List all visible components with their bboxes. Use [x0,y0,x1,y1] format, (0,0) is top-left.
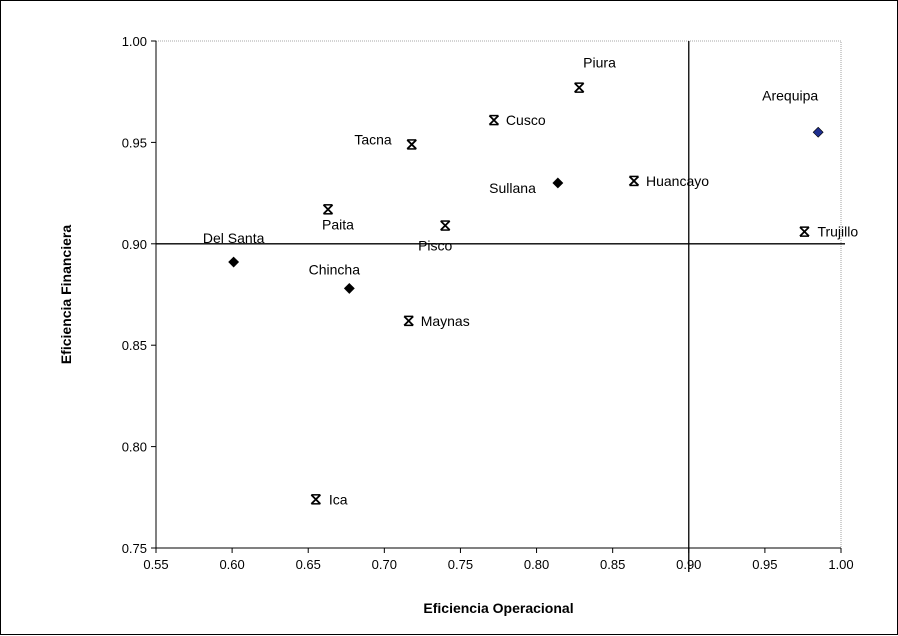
diamond-marker [343,282,355,294]
x-tick-label: 0.65 [296,557,321,572]
point-label: Huancayo [646,173,709,189]
point-label: Arequipa [762,87,818,103]
point-label: Trujillo [817,224,858,240]
y-tick-label: 1.00 [122,34,147,49]
x-tick-label: 0.95 [752,557,777,572]
data-point: Arequipa [762,87,824,138]
y-tick-label: 0.90 [122,237,147,252]
data-point: Huancayo [628,173,709,189]
x-tick-label: 0.60 [219,557,244,572]
x-tick-label: 0.75 [448,557,473,572]
data-point: Sullana [489,177,564,196]
star-marker-stroke [406,139,417,150]
y-tick-label: 0.80 [122,440,147,455]
plot-area [155,40,842,549]
data-point: Maynas [403,313,470,329]
x-tick-label: 0.70 [372,557,397,572]
point-label: Sullana [489,180,536,196]
point-label: Pisco [418,238,452,254]
star-marker-stroke [628,175,640,187]
x-tick-label: 0.55 [143,557,168,572]
diamond-marker [812,126,824,138]
y-axis-title: Eficiencia Financiera [58,225,74,364]
x-tick-label: 0.85 [600,557,625,572]
data-point: Pisco [418,220,453,254]
data-point: Del Santa [203,230,265,268]
x-tick-label: 1.00 [828,557,853,572]
star-marker-stroke [799,226,810,237]
point-label: Del Santa [203,230,265,246]
point-label: Cusco [506,112,546,128]
data-point: Trujillo [799,224,858,240]
axes: 0.55 0.60 0.65 0.70 0.75 0.80 0.85 0.90 0.95 1.00… [122,34,854,572]
data-point: Paita [322,204,354,232]
y-tick-label: 0.95 [122,135,147,150]
star-marker-stroke [403,315,414,327]
data-point: Tacna [354,131,417,150]
star-marker-stroke [310,494,321,505]
point-label: Tacna [354,131,392,147]
diamond-marker [552,177,564,189]
point-label: Chincha [309,261,361,277]
star-marker-stroke [322,204,334,215]
data-points: Piura Cusco Tacna Arequipa Sullana Huancayo Pa… [203,55,858,508]
data-point: Ica [310,491,348,507]
star-marker-stroke [440,220,451,231]
y-tick-label: 0.75 [122,541,147,556]
point-label: Paita [322,216,354,232]
point-label: Maynas [421,313,470,329]
diamond-marker [228,256,240,268]
x-axis-title: Eficiencia Operacional [423,600,573,616]
data-point: Piura [574,55,616,93]
point-label: Ica [329,491,348,507]
data-point: Chincha [309,261,361,294]
reference-lines [156,41,845,572]
data-point: Cusco [488,112,546,128]
x-tick-label: 0.80 [524,557,549,572]
point-label: Piura [583,55,616,71]
star-marker-stroke [488,114,500,126]
star-marker-stroke [574,82,585,93]
y-tick-label: 0.85 [122,338,147,353]
